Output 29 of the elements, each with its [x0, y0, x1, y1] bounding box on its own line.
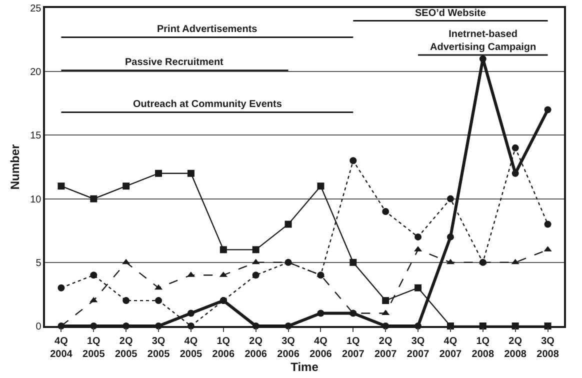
x-tick-label: 2Q 2006: [244, 336, 268, 360]
y-tick-label: 15: [30, 130, 42, 142]
y-tick-label: 5: [36, 258, 42, 269]
x-tick-label: 2Q 2007: [374, 336, 398, 360]
y-tick-label: 25: [30, 4, 42, 14]
x-tick-label: 3Q 2007: [406, 336, 430, 360]
series-label: Inetrnet-based Advertising Campaign: [430, 29, 536, 53]
x-tick-label: 4Q 2006: [310, 336, 332, 360]
x-tick-label: 3Q 2006: [277, 336, 300, 360]
x-tick-label: 4Q 2004: [50, 336, 73, 360]
x-tick-label: 3Q 2005: [147, 336, 170, 360]
x-tick-label: 2Q 2005: [114, 336, 138, 360]
x-tick-label: 4Q 2005: [180, 336, 203, 360]
y-tick-label: 0: [36, 322, 42, 332]
x-tick-label: 4Q 2007: [439, 336, 462, 360]
series-label: Print Advertisements: [157, 24, 258, 35]
x-tick-label: 2Q 2008: [504, 336, 527, 360]
y-axis-title: Number: [8, 144, 22, 190]
series-label: SEO’d Website: [415, 8, 486, 19]
x-axis-title: Time: [290, 360, 319, 374]
x-tick-label: 1Q 2005: [82, 336, 106, 360]
y-tick-label: 20: [30, 67, 42, 78]
x-tick-label: 1Q 2007: [342, 336, 365, 360]
x-tick-label: 3Q 2008: [536, 336, 560, 360]
x-tick-label: 1Q 2008: [472, 336, 494, 360]
series-label: Outreach at Community Events: [133, 99, 282, 110]
series-label: Passive Recruitment: [125, 57, 224, 68]
y-tick-label: 10: [30, 194, 42, 206]
x-tick-label: 1Q 2006: [212, 336, 235, 360]
